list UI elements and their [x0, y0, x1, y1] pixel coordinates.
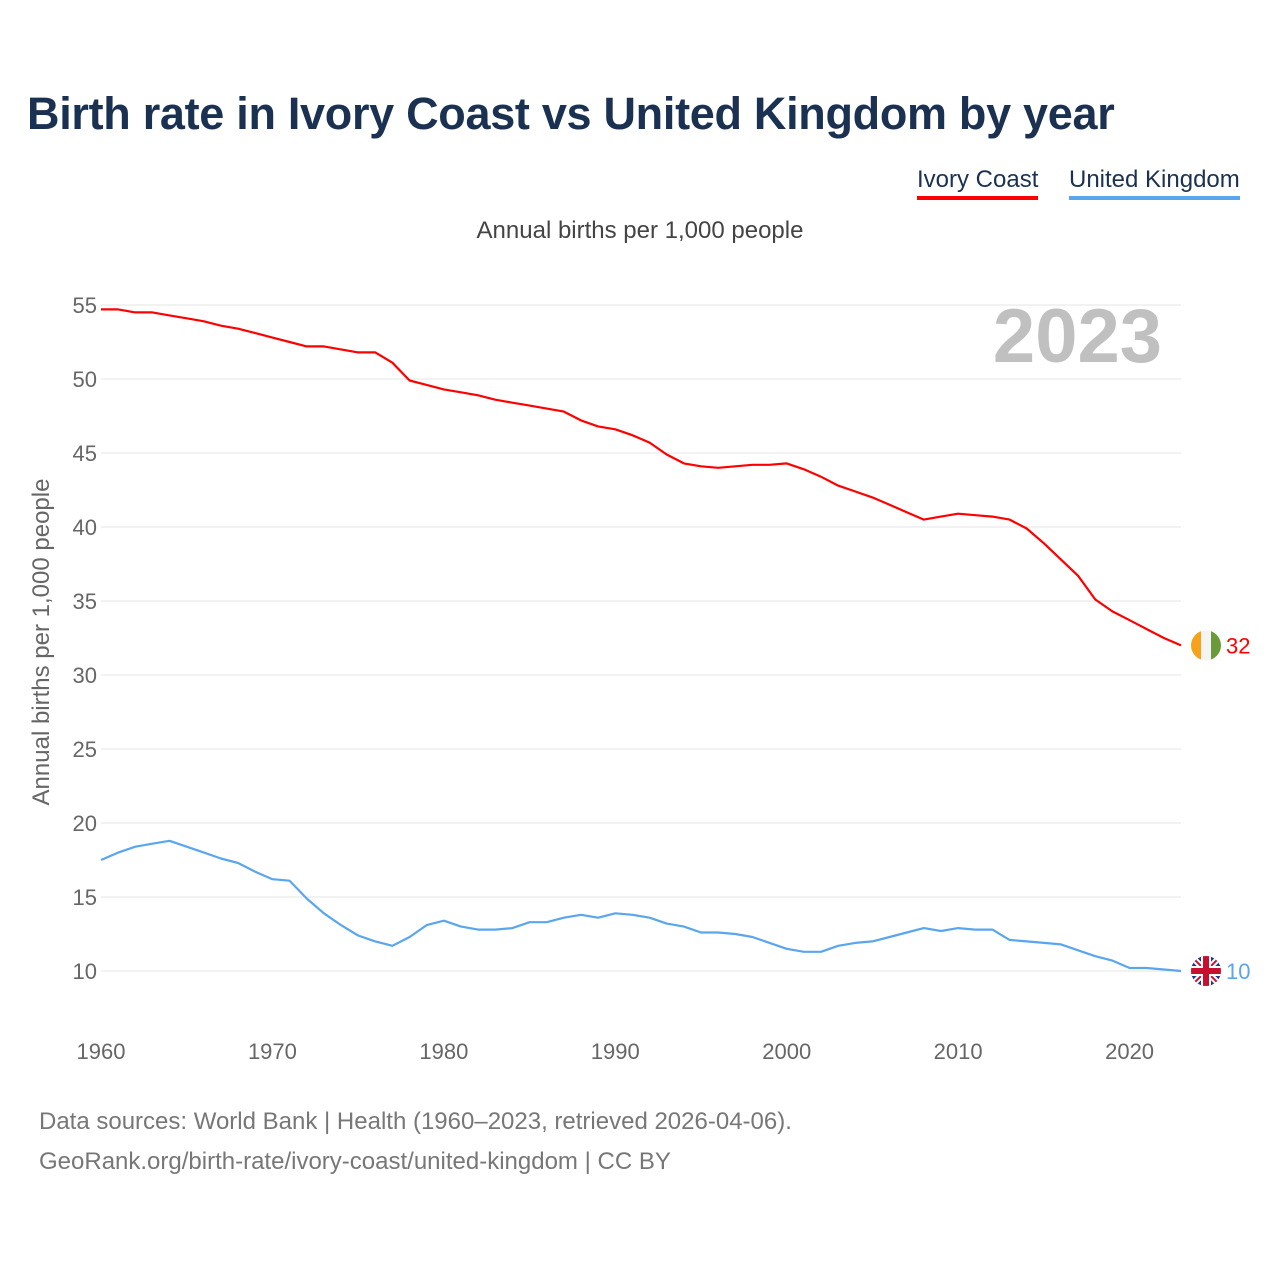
y-tick-label: 10 [73, 959, 97, 984]
end-value-label: 10 [1226, 959, 1250, 984]
x-tick-label: 2000 [762, 1039, 811, 1064]
y-tick-label: 35 [73, 589, 97, 614]
x-tick-label: 2020 [1105, 1039, 1154, 1064]
year-label: 2023 [992, 294, 1162, 379]
y-tick-label: 15 [73, 885, 97, 910]
y-tick-label: 40 [73, 515, 97, 540]
legend-united-kingdom[interactable]: United Kingdom [1069, 166, 1240, 200]
y-tick-label: 25 [73, 737, 97, 762]
y-tick-label: 45 [73, 441, 97, 466]
x-tick-label: 2010 [934, 1039, 983, 1064]
y-tick-label: 55 [73, 293, 97, 318]
uk-flag-icon [1191, 956, 1221, 986]
series-line-united-kingdom [100, 839, 1182, 973]
source-line-1: Data sources: World Bank | Health (1960–… [39, 1108, 792, 1135]
series-line-ivory-coast [101, 308, 1182, 647]
x-tick-label: 1990 [591, 1039, 640, 1064]
y-tick-label: 50 [73, 367, 97, 392]
x-tick-label: 1960 [77, 1039, 126, 1064]
y-tick-label: 30 [73, 663, 97, 688]
x-tick-label: 1980 [419, 1039, 468, 1064]
chart-title: Birth rate in Ivory Coast vs United King… [27, 88, 1115, 139]
legend-ivory-coast[interactable]: Ivory Coast [917, 166, 1039, 200]
end-value-label: 32 [1226, 633, 1250, 658]
y-tick-label: 20 [73, 811, 97, 836]
source-line-2[interactable]: GeoRank.org/birth-rate/ivory-coast/unite… [39, 1148, 671, 1175]
x-tick-label: 1970 [248, 1039, 297, 1064]
ivory-coast-flag-icon [1191, 630, 1221, 661]
chart-subtitle: Annual births per 1,000 people [476, 217, 804, 244]
